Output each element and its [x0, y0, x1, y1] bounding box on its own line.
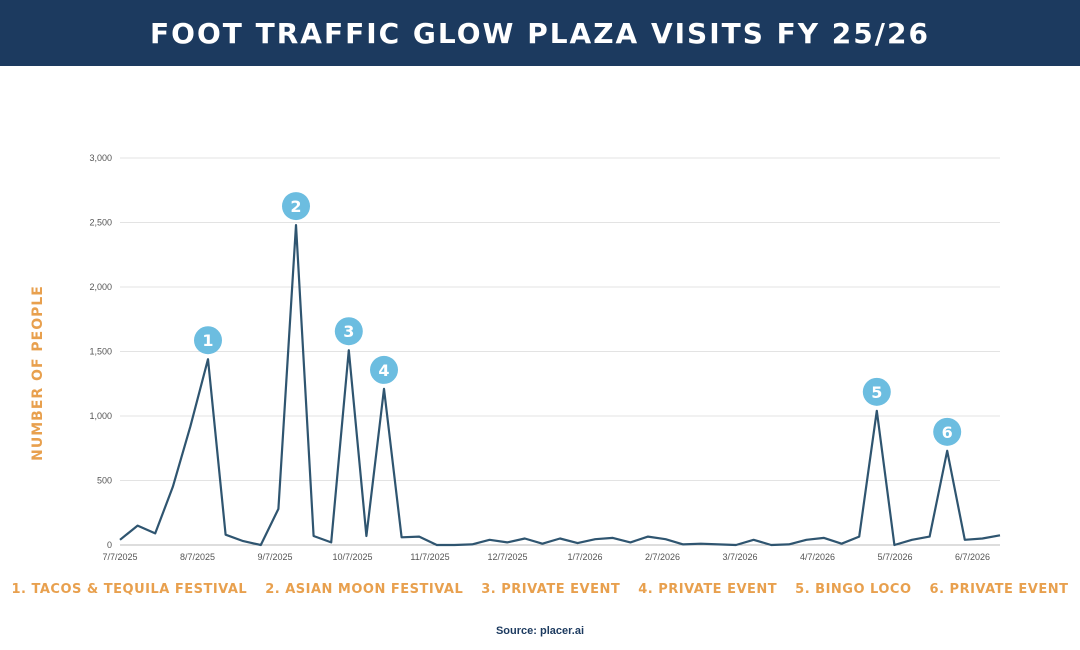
event-marker-label: 1 [202, 331, 213, 350]
legend-item: 4. PRIVATE EVENT [638, 582, 778, 597]
x-tick-label: 8/7/2025 [180, 552, 215, 562]
x-tick-label: 5/7/2026 [877, 552, 912, 562]
x-tick-label: 11/7/2025 [410, 552, 449, 562]
legend-item: 3. PRIVATE EVENT [481, 582, 621, 597]
x-tick-label: 10/7/2025 [332, 552, 372, 562]
y-tick-label: 1,000 [89, 411, 112, 421]
x-tick-label: 4/7/2026 [800, 552, 835, 562]
x-tick-label: 12/7/2025 [487, 552, 527, 562]
legend-item: 5. BINGO LOCO [795, 582, 912, 597]
y-tick-label: 500 [97, 476, 112, 486]
y-tick-label: 1,500 [89, 347, 112, 357]
header-banner: FOOT TRAFFIC GLOW PLAZA VISITS FY 25/26 [0, 0, 1080, 66]
x-tick-label: 6/7/2026 [955, 552, 990, 562]
y-tick-label: 2,500 [89, 218, 112, 228]
source-note: Source: placer.ai [495, 625, 585, 637]
event-marker [194, 326, 222, 355]
event-marker-label: 6 [942, 423, 953, 442]
x-tick-label: 1/7/2026 [567, 552, 602, 562]
event-legend: 1. TACOS & TEQUILA FESTIVAL 2. ASIAN MOO… [0, 582, 1080, 597]
event-marker [862, 377, 891, 406]
legend-item: 2. ASIAN MOON FESTIVAL [265, 582, 464, 597]
event-marker [370, 355, 398, 384]
x-tick-label: 9/7/2025 [257, 552, 292, 562]
event-marker [334, 317, 363, 346]
x-tick-label: 2/7/2026 [645, 552, 680, 562]
y-tick-label: 2,000 [89, 282, 112, 292]
legend-item: 6. PRIVATE EVENT [929, 582, 1069, 597]
x-tick-label: 7/7/2025 [102, 552, 137, 562]
x-tick-label: 3/7/2026 [722, 552, 757, 562]
y-tick-label: 0 [107, 540, 112, 550]
event-marker-label: 5 [871, 383, 882, 402]
event-marker-label: 2 [290, 197, 301, 216]
y-tick-label: 3,000 [89, 153, 112, 163]
chart-title: FOOT TRAFFIC GLOW PLAZA VISITS FY 25/26 [150, 16, 930, 50]
event-marker-label: 3 [343, 322, 354, 341]
event-marker [282, 192, 310, 221]
event-marker [933, 417, 962, 446]
series-line [119, 224, 1001, 547]
legend-item: 1. TACOS & TEQUILA FESTIVAL [11, 582, 248, 597]
event-marker-label: 4 [378, 361, 389, 380]
